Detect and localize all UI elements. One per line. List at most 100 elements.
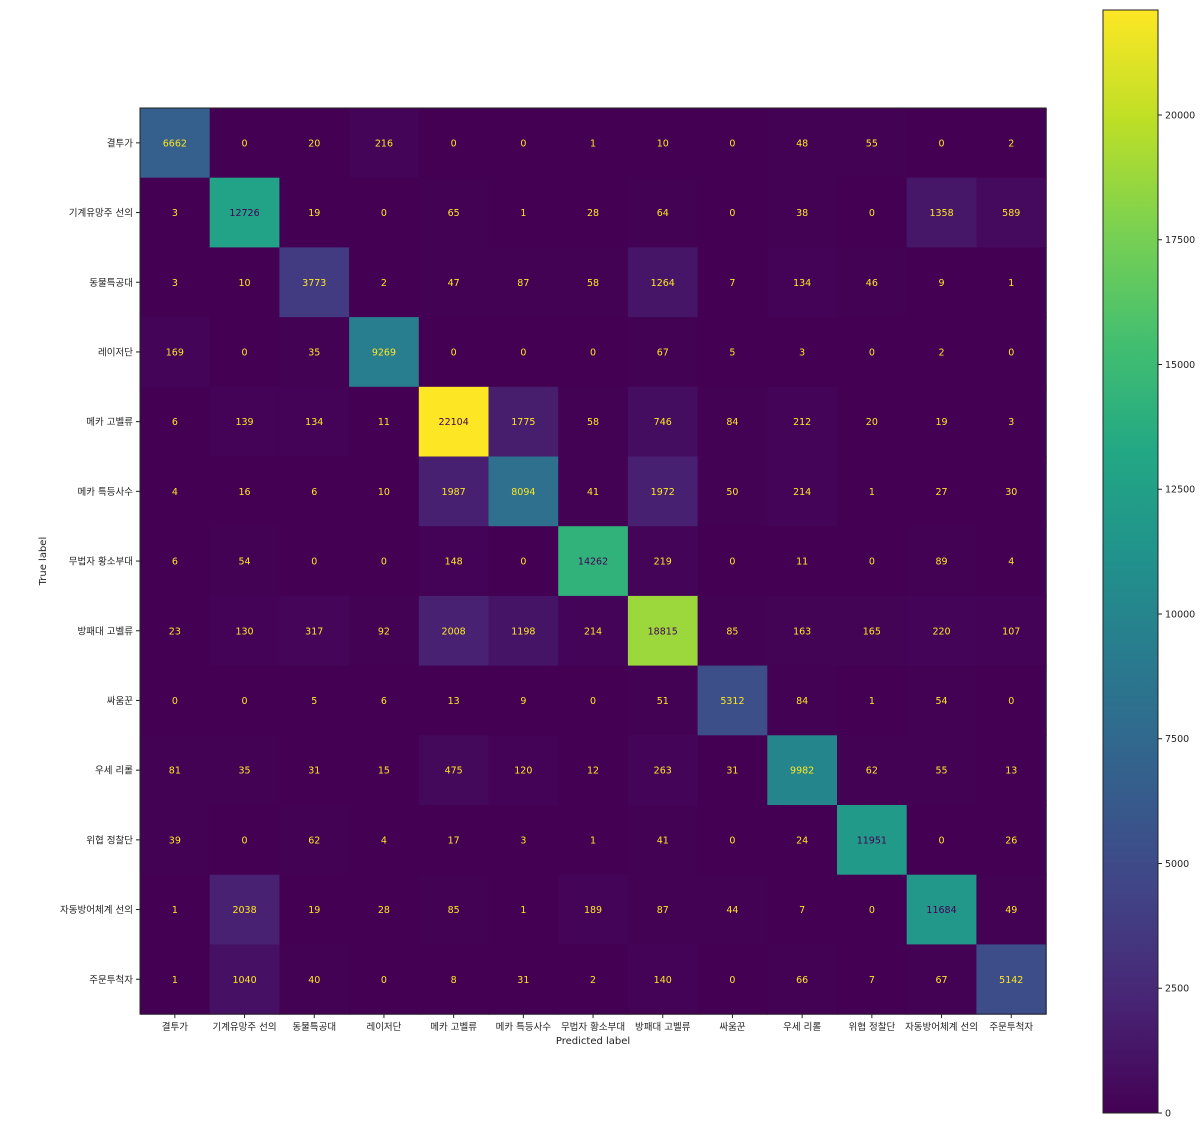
heatmap-cell bbox=[209, 805, 280, 876]
heatmap-cell bbox=[488, 805, 559, 876]
cell-value-label: 11684 bbox=[926, 905, 956, 916]
heatmap-cell bbox=[418, 874, 490, 945]
cell-value-label: 13 bbox=[1005, 766, 1017, 777]
cell-value-label: 7 bbox=[799, 905, 805, 916]
heatmap-cell bbox=[837, 805, 908, 876]
heatmap-cell bbox=[209, 874, 280, 945]
cell-value-label: 263 bbox=[654, 766, 672, 777]
heatmap-cell bbox=[279, 317, 350, 388]
heatmap-cell bbox=[279, 177, 350, 248]
heatmap-cell bbox=[488, 108, 559, 179]
cell-value-label: 1972 bbox=[651, 487, 675, 498]
cell-value-label: 4 bbox=[172, 487, 178, 498]
cell-value-label: 9 bbox=[939, 278, 945, 289]
heatmap-cell bbox=[906, 735, 977, 806]
heatmap-cell bbox=[697, 595, 768, 667]
cell-value-label: 10 bbox=[657, 138, 669, 149]
heatmap-cell bbox=[418, 805, 490, 876]
heatmap-cell bbox=[767, 247, 838, 318]
cell-value-label: 62 bbox=[866, 766, 878, 777]
cell-value-label: 2 bbox=[939, 347, 945, 358]
x-tick-label: 레이저단 bbox=[366, 1022, 401, 1033]
cell-value-label: 31 bbox=[726, 766, 738, 777]
x-tick-label: 우세 리롤 bbox=[783, 1022, 821, 1033]
heatmap-cell bbox=[767, 944, 838, 1015]
y-tick-label: 결투가 bbox=[107, 138, 133, 149]
cell-value-label: 1 bbox=[590, 835, 596, 846]
colorbar-tick-label: 15000 bbox=[1165, 360, 1195, 371]
heatmap-cell bbox=[697, 177, 768, 248]
cell-value-label: 1775 bbox=[511, 417, 535, 428]
heatmap-cell bbox=[488, 456, 559, 527]
colorbar-tick-label: 5000 bbox=[1165, 859, 1189, 870]
cell-value-label: 165 bbox=[863, 626, 881, 637]
cell-value-label: 85 bbox=[726, 626, 738, 637]
cell-value-label: 120 bbox=[514, 766, 532, 777]
heatmap-cell bbox=[906, 177, 977, 248]
cell-value-label: 26 bbox=[1005, 835, 1017, 846]
heatmap-cell bbox=[209, 317, 280, 388]
x-tick-label: 메카 고벨류 bbox=[430, 1022, 477, 1033]
heatmap-cell bbox=[558, 735, 629, 806]
heatmap-cell bbox=[976, 944, 1047, 1015]
heatmap-cell bbox=[418, 595, 490, 667]
cell-value-label: 0 bbox=[729, 835, 735, 846]
cell-value-label: 55 bbox=[866, 138, 878, 149]
heatmap-cell bbox=[627, 177, 699, 248]
heatmap-cell bbox=[767, 735, 838, 806]
cell-value-label: 51 bbox=[657, 696, 669, 707]
cell-value-label: 1987 bbox=[442, 487, 466, 498]
heatmap-cell bbox=[209, 526, 280, 597]
heatmap-cell bbox=[488, 177, 559, 248]
cell-value-label: 0 bbox=[729, 138, 735, 149]
cell-value-label: 5312 bbox=[720, 696, 744, 707]
cell-value-label: 4 bbox=[1008, 557, 1014, 568]
cell-value-label: 216 bbox=[375, 138, 393, 149]
colorbar-tick-label: 0 bbox=[1165, 1109, 1171, 1120]
heatmap-cell bbox=[627, 108, 699, 179]
heatmap-cell bbox=[558, 317, 629, 388]
cell-value-label: 3 bbox=[172, 278, 178, 289]
heatmap-cell bbox=[279, 386, 350, 458]
heatmap-cell bbox=[906, 944, 977, 1015]
heatmap-cell bbox=[558, 595, 629, 667]
heatmap-cell bbox=[349, 317, 420, 388]
cell-value-label: 1358 bbox=[929, 208, 953, 219]
x-tick-label: 위협 정찰단 bbox=[848, 1021, 895, 1033]
cell-value-label: 1 bbox=[172, 905, 178, 916]
cell-value-label: 5142 bbox=[999, 975, 1023, 986]
cell-value-label: 58 bbox=[587, 417, 599, 428]
heatmap-cell bbox=[279, 805, 350, 876]
heatmap-cell bbox=[767, 456, 838, 527]
heatmap-cell bbox=[697, 247, 768, 318]
heatmap-cell bbox=[837, 177, 908, 248]
heatmap-cell bbox=[767, 317, 838, 388]
cell-value-label: 746 bbox=[654, 417, 672, 428]
heatmap-cell bbox=[140, 735, 211, 806]
heatmap-cell bbox=[558, 805, 629, 876]
cell-value-label: 6662 bbox=[163, 138, 187, 149]
heatmap-cell bbox=[279, 526, 350, 597]
cell-value-label: 50 bbox=[726, 487, 738, 498]
heatmap-cell bbox=[140, 177, 211, 248]
cell-value-label: 38 bbox=[796, 208, 808, 219]
y-axis-label: True label bbox=[38, 537, 49, 587]
heatmap-cell bbox=[140, 456, 211, 527]
heatmap-cell bbox=[488, 317, 559, 388]
cell-value-label: 1 bbox=[172, 975, 178, 986]
cell-value-label: 85 bbox=[448, 905, 460, 916]
cell-value-label: 47 bbox=[448, 278, 460, 289]
heatmap-cell bbox=[209, 735, 280, 806]
cell-value-label: 19 bbox=[308, 905, 320, 916]
heatmap-cell bbox=[140, 805, 211, 876]
y-tick-label: 위협 정찰단 bbox=[86, 834, 133, 846]
heatmap-cell bbox=[697, 805, 768, 876]
heatmap-cell bbox=[349, 386, 420, 458]
heatmap-cell bbox=[488, 874, 559, 945]
x-tick-label: 동물특공대 bbox=[292, 1022, 336, 1033]
cell-value-label: 130 bbox=[235, 626, 253, 637]
heatmap-cell bbox=[976, 805, 1047, 876]
heatmap-cell bbox=[279, 456, 350, 527]
cell-value-label: 6 bbox=[381, 696, 387, 707]
